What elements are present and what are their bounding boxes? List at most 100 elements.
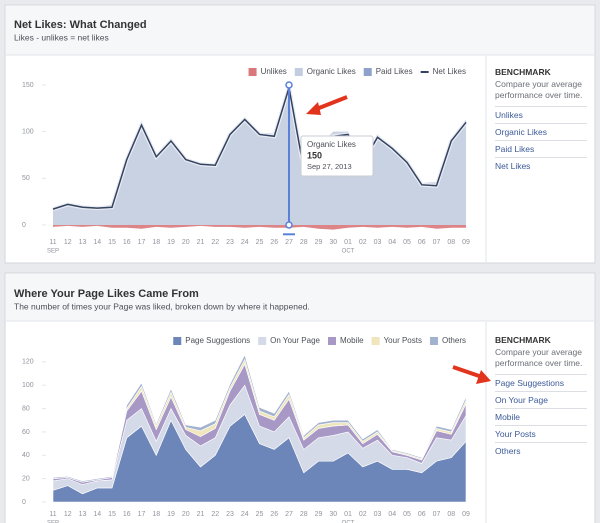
legend-label: Net Likes (433, 67, 466, 76)
benchmark-item[interactable]: On Your Page (495, 391, 587, 408)
x-tick-label: 25 (256, 511, 264, 518)
x-tick-label: 08 (447, 511, 455, 518)
sidebar-heading: BENCHMARK (495, 335, 551, 345)
legend-label: Organic Likes (307, 67, 356, 76)
x-tick-label: 02 (359, 239, 367, 246)
hover-dot (285, 221, 293, 229)
legend-swatch (294, 68, 303, 76)
panel-title: Net Likes: What Changed (14, 19, 147, 31)
month-label: OCT (342, 249, 355, 255)
line (52, 87, 467, 210)
tooltip-value: 150 (307, 150, 322, 160)
x-tick-label: 20 (182, 511, 190, 518)
x-tick-label: 01 (344, 239, 352, 246)
x-tick-label: 30 (329, 239, 337, 246)
y-tick-label: 0 (22, 499, 26, 506)
x-tick-label: 15 (108, 239, 116, 246)
x-tick-label: 11 (49, 239, 56, 246)
x-tick-label: 23 (226, 239, 234, 246)
x-tick-label: 27 (285, 511, 293, 518)
legend-swatch (248, 68, 257, 76)
area (53, 84, 466, 225)
benchmark-item[interactable]: Mobile (495, 408, 587, 425)
x-tick-label: 16 (123, 239, 131, 246)
legend-label: Mobile (340, 336, 364, 345)
x-tick-label: 23 (226, 511, 234, 518)
hover-dot (285, 81, 293, 89)
x-tick-label: 17 (138, 239, 146, 246)
x-tick-label: 06 (418, 511, 426, 518)
legend-swatch (173, 337, 182, 345)
legend-label: Page Suggestions (185, 336, 250, 345)
x-tick-label: 02 (359, 511, 367, 518)
benchmark-list: Page Suggestions On Your Page Mobile Your P… (495, 374, 587, 459)
legend-swatch (258, 337, 267, 345)
x-tick-label: 19 (167, 511, 175, 518)
sidebar: BENCHMARK Compare your average performan… (495, 335, 587, 459)
month-label: SEP (47, 249, 59, 255)
arrow-head (306, 102, 321, 115)
sidebar-text: Compare your average performance over ti… (495, 79, 583, 100)
x-tick-label: 18 (152, 511, 160, 518)
panel-subtitle: Likes - unlikes = net likes (14, 32, 109, 42)
x-tick-label: 22 (211, 511, 219, 518)
y-tick-label: 150 (22, 82, 34, 89)
benchmark-item[interactable]: Others (495, 442, 587, 459)
y-tick-label: 20 (22, 475, 30, 482)
x-tick-label: 16 (123, 511, 131, 518)
x-tick-label: 12 (64, 239, 72, 246)
x-tick-label: 22 (211, 239, 219, 246)
x-tick-label: 29 (315, 239, 323, 246)
panel-header (6, 274, 594, 321)
benchmark-list: Unlikes Organic Likes Paid Likes Net Likes (495, 106, 587, 174)
x-tick-label: 26 (270, 511, 278, 518)
x-tick-label: 05 (403, 511, 411, 518)
x-tick-label: 24 (241, 239, 249, 246)
x-tick-label: 09 (462, 239, 470, 246)
tooltip (300, 135, 374, 177)
sidebar: BENCHMARK Compare your average performan… (495, 67, 587, 174)
legend-swatch (328, 337, 336, 345)
x-tick-label: 04 (388, 239, 396, 246)
y-tick-label: 0 (22, 222, 26, 229)
x-tick-label: 26 (270, 239, 278, 246)
x-tick-label: 25 (256, 239, 264, 246)
benchmark-item[interactable]: Organic Likes (495, 123, 587, 140)
panel-title: Where Your Page Likes Came From (14, 288, 199, 300)
x-tick-label: 11 (49, 511, 56, 518)
legend-swatch (429, 337, 438, 345)
sidebar-text: Compare your average performance over ti… (495, 347, 583, 368)
stacked-area (52, 354, 467, 483)
x-tick-label: 01 (344, 511, 352, 518)
y-tick-label: 60 (22, 429, 30, 436)
x-tick-label: 04 (388, 511, 396, 518)
x-tick-label: 08 (447, 239, 455, 246)
x-tick-label: 13 (79, 239, 87, 246)
x-tick-label: 17 (138, 511, 146, 518)
benchmark-item[interactable]: Page Suggestions (495, 374, 587, 391)
benchmark-item[interactable]: Net Likes (495, 157, 587, 174)
x-tick-label: 30 (329, 511, 337, 518)
x-tick-label: 15 (108, 511, 116, 518)
x-tick-label: 03 (374, 239, 382, 246)
y-tick-label: 80 (22, 405, 30, 412)
x-tick-label: 03 (374, 511, 382, 518)
sidebar-heading: BENCHMARK (495, 67, 551, 77)
benchmark-item[interactable]: Paid Likes (495, 140, 587, 157)
x-tick-label: 21 (197, 239, 205, 246)
panel-subtitle: The number of times your Page was liked,… (14, 301, 310, 311)
x-tick-label: 05 (403, 239, 411, 246)
benchmark-item[interactable]: Unlikes (495, 106, 587, 123)
benchmark-item[interactable]: Your Posts (495, 425, 587, 442)
y-tick-label: 120 (22, 359, 34, 366)
arrow (313, 95, 348, 112)
x-tick-label: 06 (418, 239, 426, 246)
x-tick-label: 07 (433, 511, 441, 518)
legend-swatch (371, 337, 380, 345)
x-tick-label: 21 (197, 511, 205, 518)
legend-label: On Your Page (270, 336, 320, 345)
panel-header (6, 6, 594, 55)
